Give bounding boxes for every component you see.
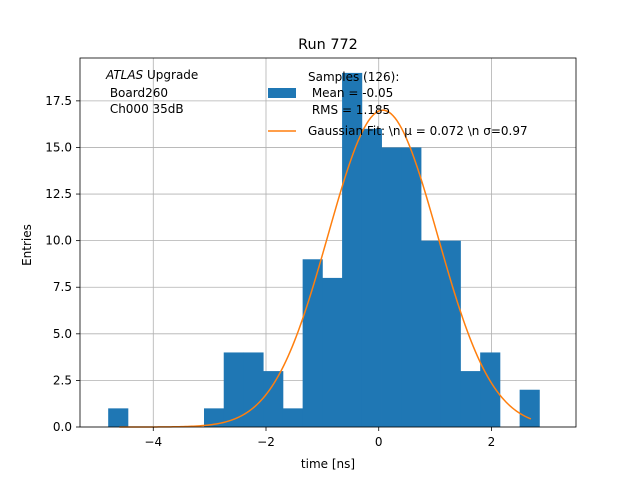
histogram-bars (108, 72, 540, 428)
atlas-annotation: ATLAS Upgrade Board260 Ch000 35dB (105, 68, 198, 116)
y-tick-label-0: 0.0 (53, 420, 72, 434)
histogram-bar-9 (361, 128, 382, 427)
histogram-bar-16 (519, 389, 540, 427)
histogram-bar-4 (263, 371, 284, 427)
y-tick-label-1: 2.5 (53, 373, 72, 387)
y-axis-label: Entries (20, 224, 34, 266)
histogram-bar-1 (204, 408, 225, 427)
histogram-bar-0 (108, 408, 129, 427)
y-tick-label-2: 5.0 (53, 327, 72, 341)
channel-label: Ch000 35dB (106, 102, 184, 116)
y-tick-label-3: 7.5 (53, 280, 72, 294)
x-tick-label-0: −4 (144, 435, 162, 449)
histogram-bar-2 (223, 352, 244, 427)
legend-histogram-swatch (268, 88, 296, 98)
histogram-bar-10 (381, 147, 402, 428)
legend-histogram-line-1: Samples (126): (308, 70, 399, 84)
histogram-bar-6 (302, 259, 323, 427)
svg-text:ATLAS Upgrade: ATLAS Upgrade (105, 68, 198, 82)
legend-fit-label: Gaussian Fit: \n μ = 0.072 \n σ=0.97 (308, 124, 528, 138)
atlas-label: ATLAS (105, 68, 144, 82)
legend-histogram-line-3: RMS = 1.185 (308, 103, 390, 117)
upgrade-label: Upgrade (143, 68, 198, 82)
histogram-bar-5 (282, 408, 304, 427)
histogram-bar-8 (342, 72, 363, 427)
histogram-bar-14 (460, 371, 481, 427)
histogram-bar-3 (243, 352, 264, 427)
axis-ticks: −4 −2 0 2 0.0 2.5 5.0 7.5 10.0 12.5 15.0 17.5 (45, 94, 495, 449)
gaussian-fit-curve (119, 109, 532, 428)
histogram-bar-12 (421, 240, 442, 427)
legend-histogram-line-2: Mean = -0.05 (308, 86, 393, 100)
chart-title: Run 772 (298, 37, 358, 53)
y-tick-label-4: 10.0 (45, 234, 72, 248)
x-axis-label: time [ns] (301, 457, 355, 471)
board-label: Board260 (106, 86, 168, 100)
x-tick-label-1: −2 (257, 435, 275, 449)
x-tick-label-3: 2 (488, 435, 496, 449)
histogram-bar-13 (440, 240, 461, 427)
y-tick-label-7: 17.5 (45, 94, 72, 108)
legend: Samples (126): Mean = -0.05 RMS = 1.185 … (268, 70, 528, 138)
axes-frame (79, 57, 577, 428)
y-tick-label-5: 12.5 (45, 187, 72, 201)
histogram-bar-7 (322, 277, 343, 427)
x-tick-label-2: 0 (375, 435, 383, 449)
histogram-bar-11 (401, 147, 422, 428)
histogram-bar-15 (480, 352, 501, 427)
y-tick-label-6: 15.0 (45, 140, 72, 154)
